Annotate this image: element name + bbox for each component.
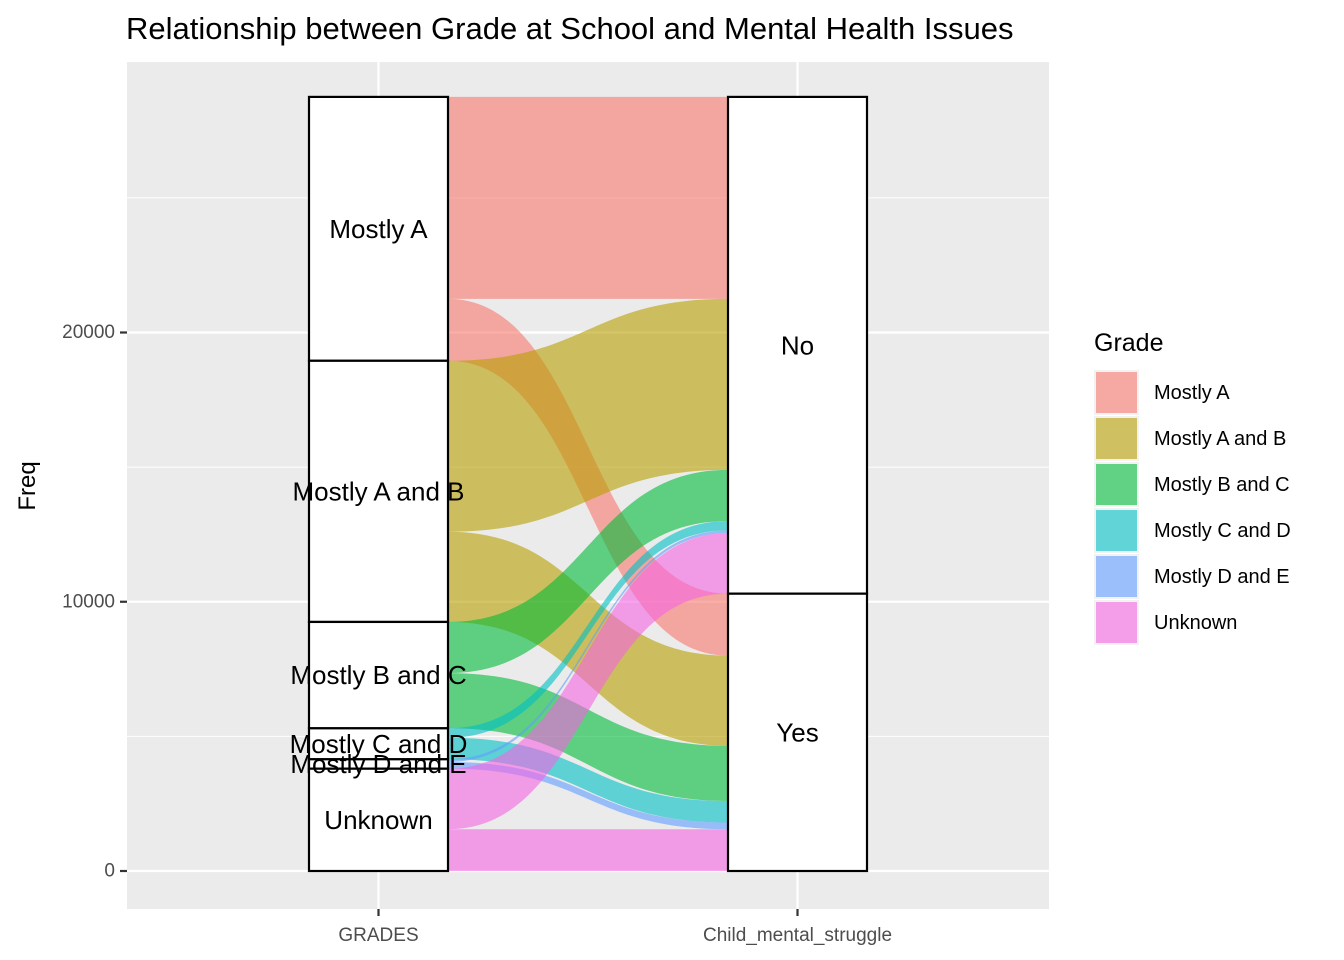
flow-mostly-d-and-e-yes [448, 761, 728, 830]
stratum-label-unknown: Unknown [324, 805, 432, 835]
legend-label-mostly-c-and-d: Mostly C and D [1154, 520, 1291, 542]
flow-mostly-b-and-c-no [448, 469, 728, 674]
legend-label-mostly-d-and-e: Mostly D and E [1154, 566, 1290, 588]
y-tick-label-2: 20000 [62, 322, 115, 343]
flow-unknown-no [448, 533, 728, 830]
x-tick-label-grades: GRADES [338, 925, 418, 946]
stratum-no [726, 95, 869, 595]
flow-mostly-a-no [448, 96, 728, 299]
flow-unknown-yes [448, 829, 728, 871]
stratum-yes [726, 592, 869, 873]
legend-swatch-mostly-a [1096, 372, 1137, 413]
legend-swatch-unknown [1096, 602, 1137, 643]
legend-label-mostly-a-and-b: Mostly A and B [1154, 428, 1286, 450]
y-tick-label-1: 10000 [62, 591, 115, 612]
flow-mostly-a-and-b-no [448, 298, 728, 532]
legend-label-mostly-a: Mostly A [1154, 382, 1230, 404]
legend-swatch-mostly-c-and-d [1096, 510, 1137, 551]
legend-label-unknown: Unknown [1154, 612, 1237, 634]
stratum-label-mostly-d-and-e: Mostly D and E [290, 749, 466, 779]
stratum-mostly-a [307, 95, 450, 362]
flow-mostly-d-and-e-no [448, 530, 728, 762]
flow-mostly-b-and-c-yes [448, 673, 728, 801]
stratum-unknown [307, 767, 450, 873]
y-axis-title: Freq [14, 461, 41, 510]
legend-label-mostly-b-and-c: Mostly B and C [1154, 474, 1290, 496]
stratum-mostly-b-and-c [307, 620, 450, 730]
legend-swatch-mostly-a-and-b [1096, 418, 1137, 459]
stratum-label-mostly-a: Mostly A [329, 214, 428, 244]
stratum-label-mostly-b-and-c: Mostly B and C [290, 660, 466, 690]
y-tick-label-0: 0 [104, 861, 115, 882]
x-axis: GRADES Child_mental_struggle [338, 909, 892, 946]
stratum-label-no: No [781, 330, 814, 360]
strata: Mostly A Mostly A and B Mostly B and C Most… [290, 95, 869, 873]
stratum-label-yes: Yes [776, 717, 818, 747]
x-tick-label-child-mental-struggle: Child_mental_struggle [703, 925, 892, 946]
y-axis: 0 10000 20000 [62, 322, 127, 882]
stratum-mostly-c-and-d [307, 727, 450, 761]
legend-title: Grade [1094, 329, 1163, 357]
flow-mostly-c-and-d-no [448, 520, 728, 738]
flows [448, 96, 728, 871]
legend-swatch-mostly-b-and-c [1096, 464, 1137, 505]
legend: Mostly A Mostly A and B Mostly B and C Most… [1094, 370, 1291, 645]
flow-mostly-a-and-b-yes [448, 531, 728, 746]
chart-title: Relationship between Grade at School and… [126, 11, 1013, 46]
stratum-mostly-a-and-b [307, 359, 450, 624]
legend-swatch-mostly-d-and-e [1096, 556, 1137, 597]
stratum-label-mostly-c-and-d: Mostly C and D [290, 729, 468, 759]
stratum-label-mostly-a-and-b: Mostly A and B [293, 476, 465, 506]
